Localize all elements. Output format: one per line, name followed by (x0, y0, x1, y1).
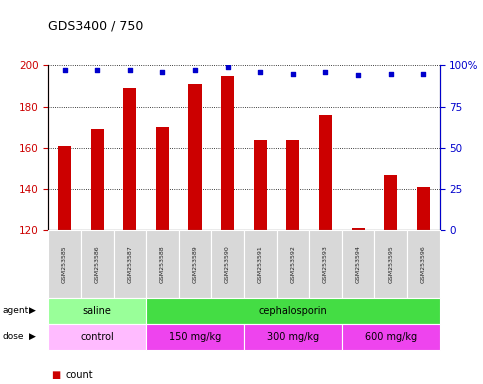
Bar (188, 84, 201, 230)
Text: GSM253595: GSM253595 (388, 245, 393, 283)
Bar (286, 140, 299, 230)
Point (224, 64, 231, 70)
Point (126, 67, 134, 73)
Text: GSM253594: GSM253594 (355, 245, 360, 283)
Text: GSM253586: GSM253586 (95, 245, 99, 283)
Text: GSM253593: GSM253593 (323, 245, 328, 283)
Point (256, 69, 264, 75)
Text: saline: saline (83, 306, 112, 316)
Bar (91, 129, 104, 230)
Point (387, 71, 395, 77)
Bar (156, 127, 169, 230)
Text: 150 mg/kg: 150 mg/kg (169, 332, 221, 342)
Point (322, 69, 329, 75)
Bar (384, 175, 397, 230)
Bar (254, 140, 267, 230)
Text: 600 mg/kg: 600 mg/kg (365, 332, 417, 342)
Point (61, 67, 69, 73)
Point (354, 72, 362, 78)
Text: dose: dose (2, 332, 24, 341)
Point (419, 71, 427, 77)
Text: count: count (65, 370, 93, 380)
Text: ▶: ▶ (29, 306, 36, 315)
Text: GSM253596: GSM253596 (421, 245, 426, 283)
Text: GSM253592: GSM253592 (290, 245, 295, 283)
Text: ■: ■ (51, 370, 60, 380)
Text: GSM253589: GSM253589 (193, 245, 198, 283)
Bar (221, 76, 234, 230)
Text: agent: agent (2, 306, 28, 315)
Text: GDS3400 / 750: GDS3400 / 750 (48, 19, 143, 32)
Bar (319, 115, 332, 230)
Point (191, 67, 199, 73)
Point (93, 67, 101, 73)
Point (158, 69, 166, 75)
Bar (123, 88, 136, 230)
Text: GSM253588: GSM253588 (160, 245, 165, 283)
Bar (417, 187, 430, 230)
Bar (352, 228, 365, 230)
Text: GSM253585: GSM253585 (62, 245, 67, 283)
Text: control: control (80, 332, 114, 342)
Text: cephalosporin: cephalosporin (258, 306, 327, 316)
Point (289, 71, 297, 77)
Text: GSM253590: GSM253590 (225, 245, 230, 283)
Text: GSM253587: GSM253587 (128, 245, 132, 283)
Bar (58, 146, 71, 230)
Text: ▶: ▶ (29, 332, 36, 341)
Text: 300 mg/kg: 300 mg/kg (267, 332, 319, 342)
Text: GSM253591: GSM253591 (258, 245, 263, 283)
